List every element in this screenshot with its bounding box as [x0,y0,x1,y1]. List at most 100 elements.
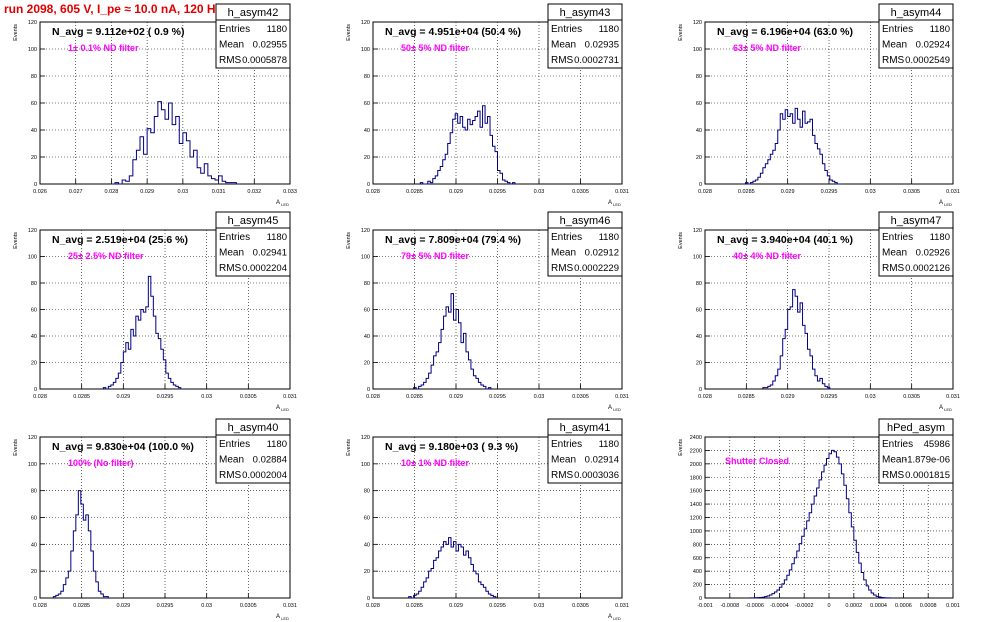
y-tick-label: 1600 [690,489,702,495]
y-tick-label: 0 [367,182,370,188]
y-tick-label: 20 [696,155,702,161]
stats-mean-value: 0.02926 [916,248,950,259]
x-axis-label: A LED [608,200,621,207]
stats-mean-label: Mean [882,248,907,259]
stats-mean-label: Mean [882,40,907,51]
n-avg-label: N_avg = 6.196e+04 (63.0 %) [717,26,853,38]
stats-entries-label: Entries [219,24,250,35]
x-tick-label: 0.028 [33,394,47,400]
stats-mean-value: 0.02924 [916,40,950,51]
x-tick-label: -0.0008 [720,603,739,609]
n-avg-label: N_avg = 7.809e+04 (79.4 %) [385,234,521,246]
y-tick-label: 40 [31,334,37,340]
y-tick-label: 0 [699,596,702,602]
x-tick-label: 0.027 [69,189,83,195]
y-axis-label: Events [13,439,19,456]
n-avg-label: N_avg = 9.112e+02 ( 0.9 %) [52,26,185,38]
x-axis-label: A LED [276,200,289,207]
x-tick-label: -0.001 [697,603,713,609]
stats-box [878,227,954,277]
x-tick-label: -0.0002 [795,603,814,609]
x-tick-label: 0.028 [33,603,47,609]
y-axis-label: Events [346,24,352,41]
stats-entries-label: Entries [551,439,582,450]
stats-entries-value: 1180 [930,24,950,35]
y-tick-label: 1400 [690,502,702,508]
filter-label: 1± 0.1% ND filter [68,43,139,53]
x-tick-label: 0.0295 [489,394,506,400]
y-tick-label: 80 [31,489,37,495]
panel-h_asym41: 0 20 40 60 80 100 120 0.028 0.0285 0.029 0.0295 0.0… [346,418,629,621]
stats-box [215,19,291,69]
stats-entries-label: Entries [882,232,913,243]
y-tick-label: 100 [361,255,370,261]
y-tick-label: 100 [361,462,370,468]
x-tick-label: 0.0295 [821,189,838,195]
filter-label: 79± 5% ND filter [401,251,469,261]
y-tick-label: 20 [31,361,37,367]
x-axis-label: A LED [939,405,952,412]
y-tick-label: 1000 [690,529,702,535]
stats-entries-label: Entries [219,439,250,450]
y-tick-label: 80 [31,281,37,287]
histogram-series [102,275,184,390]
histogram-name: h_asym43 [560,7,611,19]
stats-rms-label: RMS [882,263,905,274]
x-tick-label: 0.031 [283,394,297,400]
x-axis-label: A LED [939,200,952,207]
x-tick-label: 0.029 [140,189,154,195]
x-tick-label: 0.029 [781,189,795,195]
x-tick-label: 0.0004 [870,603,887,609]
panel-h_asym42: 0 20 40 60 80 100 120 0.026 0.027 0.028 0.029 0.03 0… [13,3,297,207]
y-tick-label: 20 [364,361,370,367]
stats-entries-label: Entries [882,24,913,35]
y-tick-label: 60 [31,101,37,107]
stats-entries-value: 1180 [267,439,287,450]
stats-mean-label: Mean [551,40,576,51]
y-axis-label: Events [678,232,684,249]
stats-rms-value: 0.0002204 [242,263,287,274]
x-tick-label: 0.029 [781,394,795,400]
stats-box [878,434,954,484]
x-tick-label: 0.0295 [157,603,174,609]
x-tick-label: 0.029 [116,394,130,400]
y-tick-label: 120 [361,20,370,26]
stats-mean-value: -1.879e-06 [904,455,950,466]
y-tick-label: 80 [696,74,702,80]
y-axis-label: Events [678,439,684,456]
y-tick-label: 200 [693,583,702,589]
filter-label: 50± 5% ND filter [401,43,469,53]
stats-mean-value: 0.02955 [253,40,287,51]
y-tick-label: 20 [696,361,702,367]
stats-mean-label: Mean [551,248,576,259]
y-tick-label: 100 [28,255,37,261]
x-tick-label: 0.031 [283,603,297,609]
x-tick-label: 0.028 [366,603,380,609]
stats-entries-value: 1180 [599,24,619,35]
x-tick-label: 0.0305 [572,603,589,609]
stats-entries-label: Entries [551,232,582,243]
y-tick-label: 80 [364,489,370,495]
histogram-name: hPed_asym [887,422,945,434]
histogram-name: h_asym40 [228,422,279,434]
stats-entries-label: Entries [551,24,582,35]
panel-h_asym40: 0 20 40 60 80 100 120 0.028 0.0285 0.029 0.0295 0.0… [13,418,297,621]
x-tick-label: 0.0295 [489,603,506,609]
y-tick-label: 40 [364,128,370,134]
stats-box [215,227,291,277]
y-tick-label: 0 [699,182,702,188]
panel-h_asym45: 0 20 40 60 80 100 120 0.028 0.0285 0.029 0.0295 0.0… [13,211,297,412]
stats-mean-label: Mean [219,40,244,51]
stats-rms-value: 0.0002549 [905,55,950,66]
y-tick-label: 80 [364,281,370,287]
x-tick-label: 0.0002 [845,603,862,609]
x-tick-label: 0.03 [865,394,876,400]
x-tick-label: 0.0305 [572,394,589,400]
y-tick-label: 0 [34,182,37,188]
x-tick-label: 0.0285 [406,394,423,400]
histogram-series [408,537,497,599]
x-tick-label: 0.0006 [895,603,912,609]
y-tick-label: 100 [693,47,702,53]
stats-rms-value: 0.0003036 [574,470,619,481]
